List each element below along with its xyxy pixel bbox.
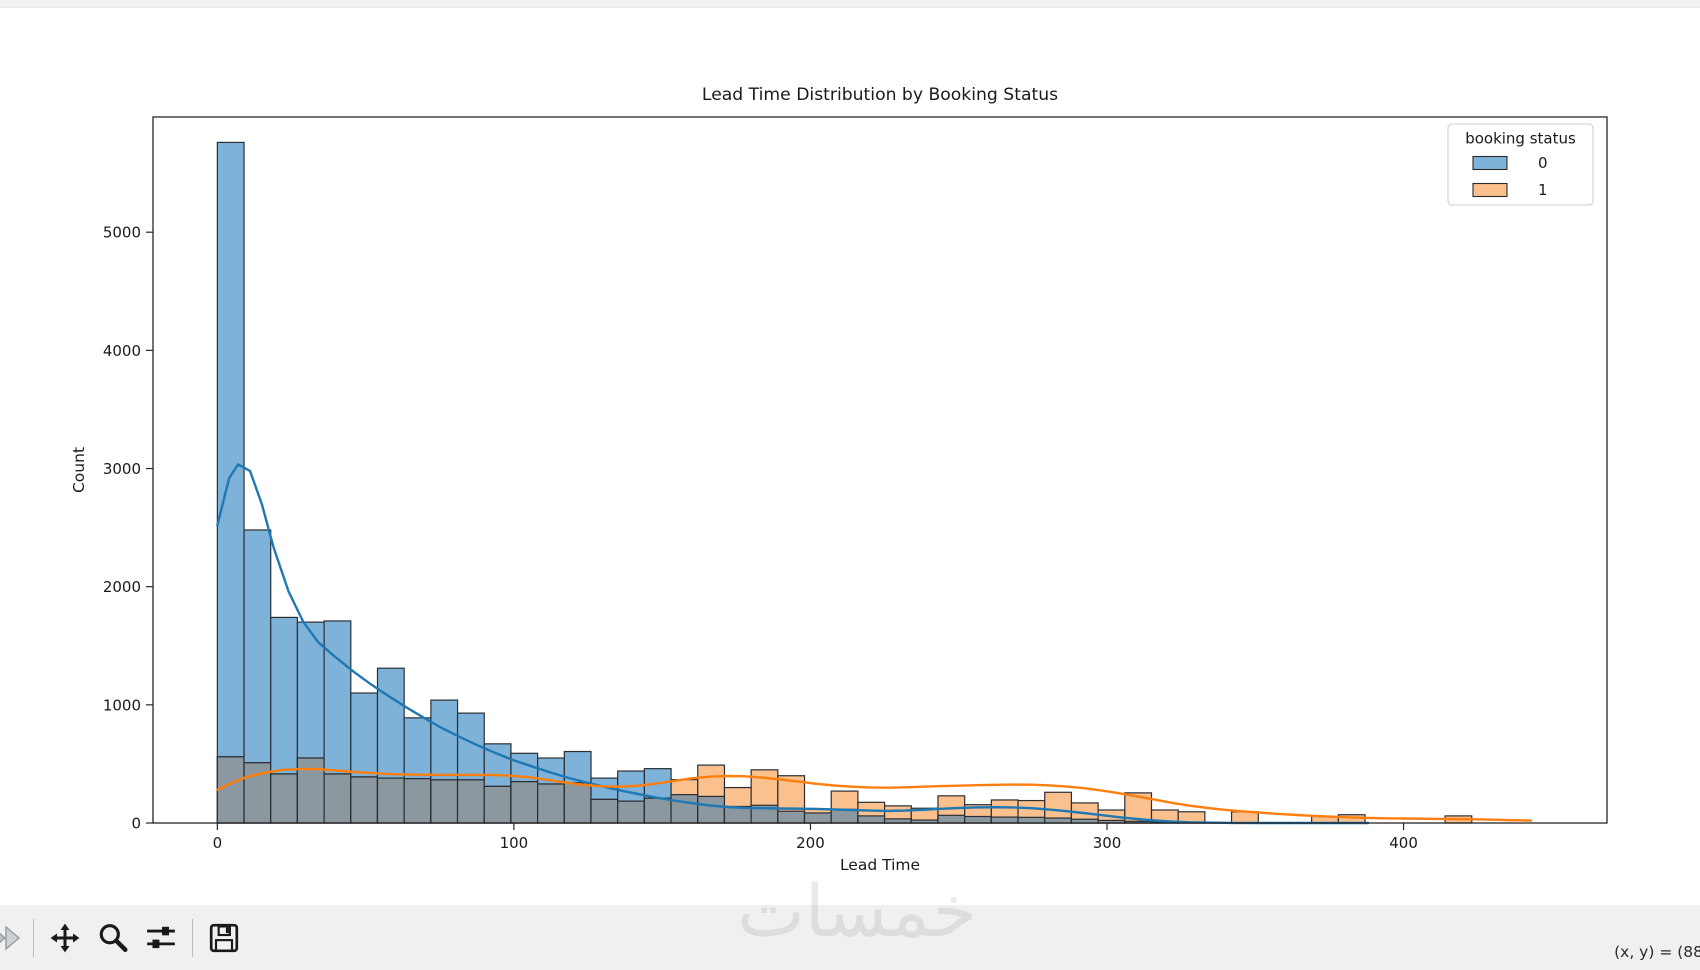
y-axis-label: Count bbox=[70, 447, 88, 493]
x-axis-label: Lead Time bbox=[840, 856, 920, 874]
svg-text:0: 0 bbox=[213, 834, 223, 852]
top-strip bbox=[0, 0, 1700, 8]
svg-text:3000: 3000 bbox=[103, 460, 141, 478]
save-button[interactable] bbox=[204, 915, 244, 961]
svg-text:100: 100 bbox=[500, 834, 529, 852]
zoom-rect-icon bbox=[99, 923, 128, 952]
pan-icon bbox=[50, 923, 80, 952]
chart-title: Lead Time Distribution by Booking Status bbox=[702, 85, 1058, 105]
legend-label-1: 1 bbox=[1538, 181, 1548, 199]
kde-lines bbox=[216, 463, 1533, 825]
svg-text:2000: 2000 bbox=[103, 578, 141, 596]
configure-subplots-button[interactable] bbox=[141, 915, 181, 961]
cursor-position-readout: (x, y) = (88 bbox=[1614, 943, 1700, 961]
svg-text:200: 200 bbox=[796, 834, 825, 852]
toolbar-separator bbox=[192, 918, 193, 957]
histogram-bars bbox=[216, 141, 1473, 824]
legend: booking status 0 1 bbox=[1447, 123, 1594, 206]
toolbar-icon-group bbox=[0, 905, 1700, 970]
legend-patch-1 bbox=[1472, 182, 1508, 198]
legend-label-0: 0 bbox=[1538, 154, 1548, 172]
svg-text:1000: 1000 bbox=[103, 696, 141, 714]
navigation-toolbar: (x, y) = (88 bbox=[0, 905, 1700, 970]
svg-text:5000: 5000 bbox=[103, 224, 141, 242]
pan-button[interactable] bbox=[45, 915, 85, 961]
zoom-button[interactable] bbox=[93, 915, 133, 961]
save-icon bbox=[209, 923, 239, 952]
x-axis: 0 100 200 300 400 bbox=[213, 823, 1418, 852]
legend-patch-0 bbox=[1472, 155, 1508, 171]
svg-text:0: 0 bbox=[131, 815, 141, 833]
forward-chevron-icon bbox=[0, 924, 21, 951]
legend-title: booking status bbox=[1465, 130, 1576, 148]
svg-text:300: 300 bbox=[1093, 834, 1122, 852]
sliders-icon bbox=[147, 926, 175, 948]
svg-text:4000: 4000 bbox=[103, 342, 141, 360]
toolbar-separator bbox=[33, 918, 34, 957]
svg-text:400: 400 bbox=[1389, 834, 1418, 852]
forward-button[interactable] bbox=[0, 915, 26, 961]
plot-frame bbox=[152, 116, 1608, 824]
y-axis: 0 1000 2000 3000 4000 5000 bbox=[103, 224, 153, 833]
